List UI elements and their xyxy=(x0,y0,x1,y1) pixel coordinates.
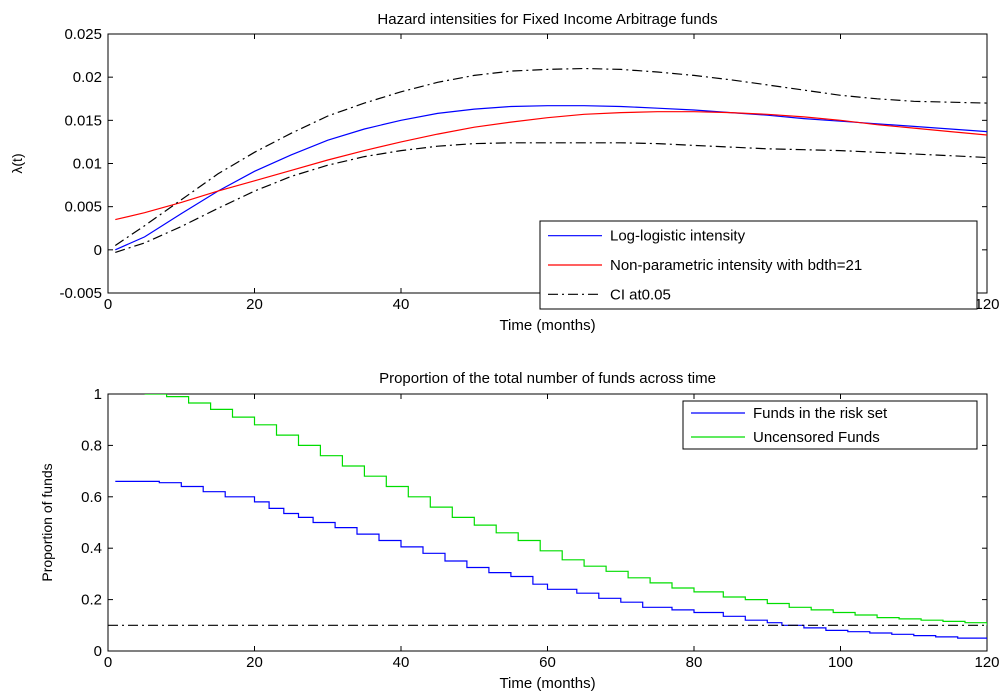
x-axis-label: Time (months) xyxy=(499,675,595,692)
chart-title: Hazard intensities for Fixed Income Arbi… xyxy=(377,11,717,28)
y-tick-label: 0.8 xyxy=(81,437,102,454)
legend-label: Non-parametric intensity with bdth=21 xyxy=(610,257,862,274)
x-tick-label: 40 xyxy=(393,654,410,671)
y-tick-label: 0 xyxy=(94,242,102,259)
chart-panel-2: 0 20 40 60 80 100 120 0 0.2 0.4 0.6 0.8 1 Proportion … xyxy=(39,370,1000,692)
y-axis-label: Proportion of funds xyxy=(39,463,55,581)
x-tick-label: 100 xyxy=(828,654,853,671)
x-tick-label: 120 xyxy=(974,654,999,671)
y-tick-label: 0.4 xyxy=(81,540,102,557)
y-tick-label: 0.005 xyxy=(64,199,102,216)
series-line-2 xyxy=(144,394,987,626)
x-axis-label: Time (months) xyxy=(499,317,595,334)
legend-label: CI at0.05 xyxy=(610,286,671,303)
y-tick-label: 0.2 xyxy=(81,592,102,609)
y-tick-label: 0.025 xyxy=(64,26,102,43)
series-line-1 xyxy=(115,105,987,251)
x-tick-label: 0 xyxy=(104,296,112,313)
y-tick-label: 0.02 xyxy=(73,69,102,86)
x-tick-label: 20 xyxy=(246,296,263,313)
x-tick-label: 0 xyxy=(104,654,112,671)
y-tick-label: 0 xyxy=(94,643,102,660)
x-tick-label: 120 xyxy=(974,296,999,313)
x-tick-label: 80 xyxy=(686,654,703,671)
legend-box xyxy=(539,220,978,310)
legend-label: Funds in the risk set xyxy=(753,405,888,422)
series-line-2 xyxy=(115,111,987,221)
x-tick-label: 20 xyxy=(246,654,263,671)
x-tick-label: 60 xyxy=(539,654,556,671)
y-tick-label: -0.005 xyxy=(59,285,102,302)
series-line-1 xyxy=(115,480,987,640)
chart-panel-1: 020406080100120-0.00500.0050.010.0150.02… xyxy=(9,11,1000,334)
y-tick-label: 1 xyxy=(94,386,102,403)
legend: Funds in the risk set Uncensored Funds xyxy=(682,400,978,450)
y-axis-label: λ(t) xyxy=(9,153,25,173)
x-tick-label: 40 xyxy=(393,296,410,313)
legend: Log-logistic intensity Non-parametric int… xyxy=(539,220,978,310)
chart-title: Proportion of the total number of funds … xyxy=(379,370,716,387)
legend-box xyxy=(682,400,978,450)
y-tick-label: 0.01 xyxy=(73,156,102,173)
legend-label: Log-logistic intensity xyxy=(610,228,746,245)
series-line-4 xyxy=(115,142,987,253)
series-line-3 xyxy=(114,67,987,246)
y-tick-label: 0.6 xyxy=(81,489,102,506)
legend-label: Uncensored Funds xyxy=(753,429,880,446)
y-tick-label: 0.015 xyxy=(64,112,102,129)
